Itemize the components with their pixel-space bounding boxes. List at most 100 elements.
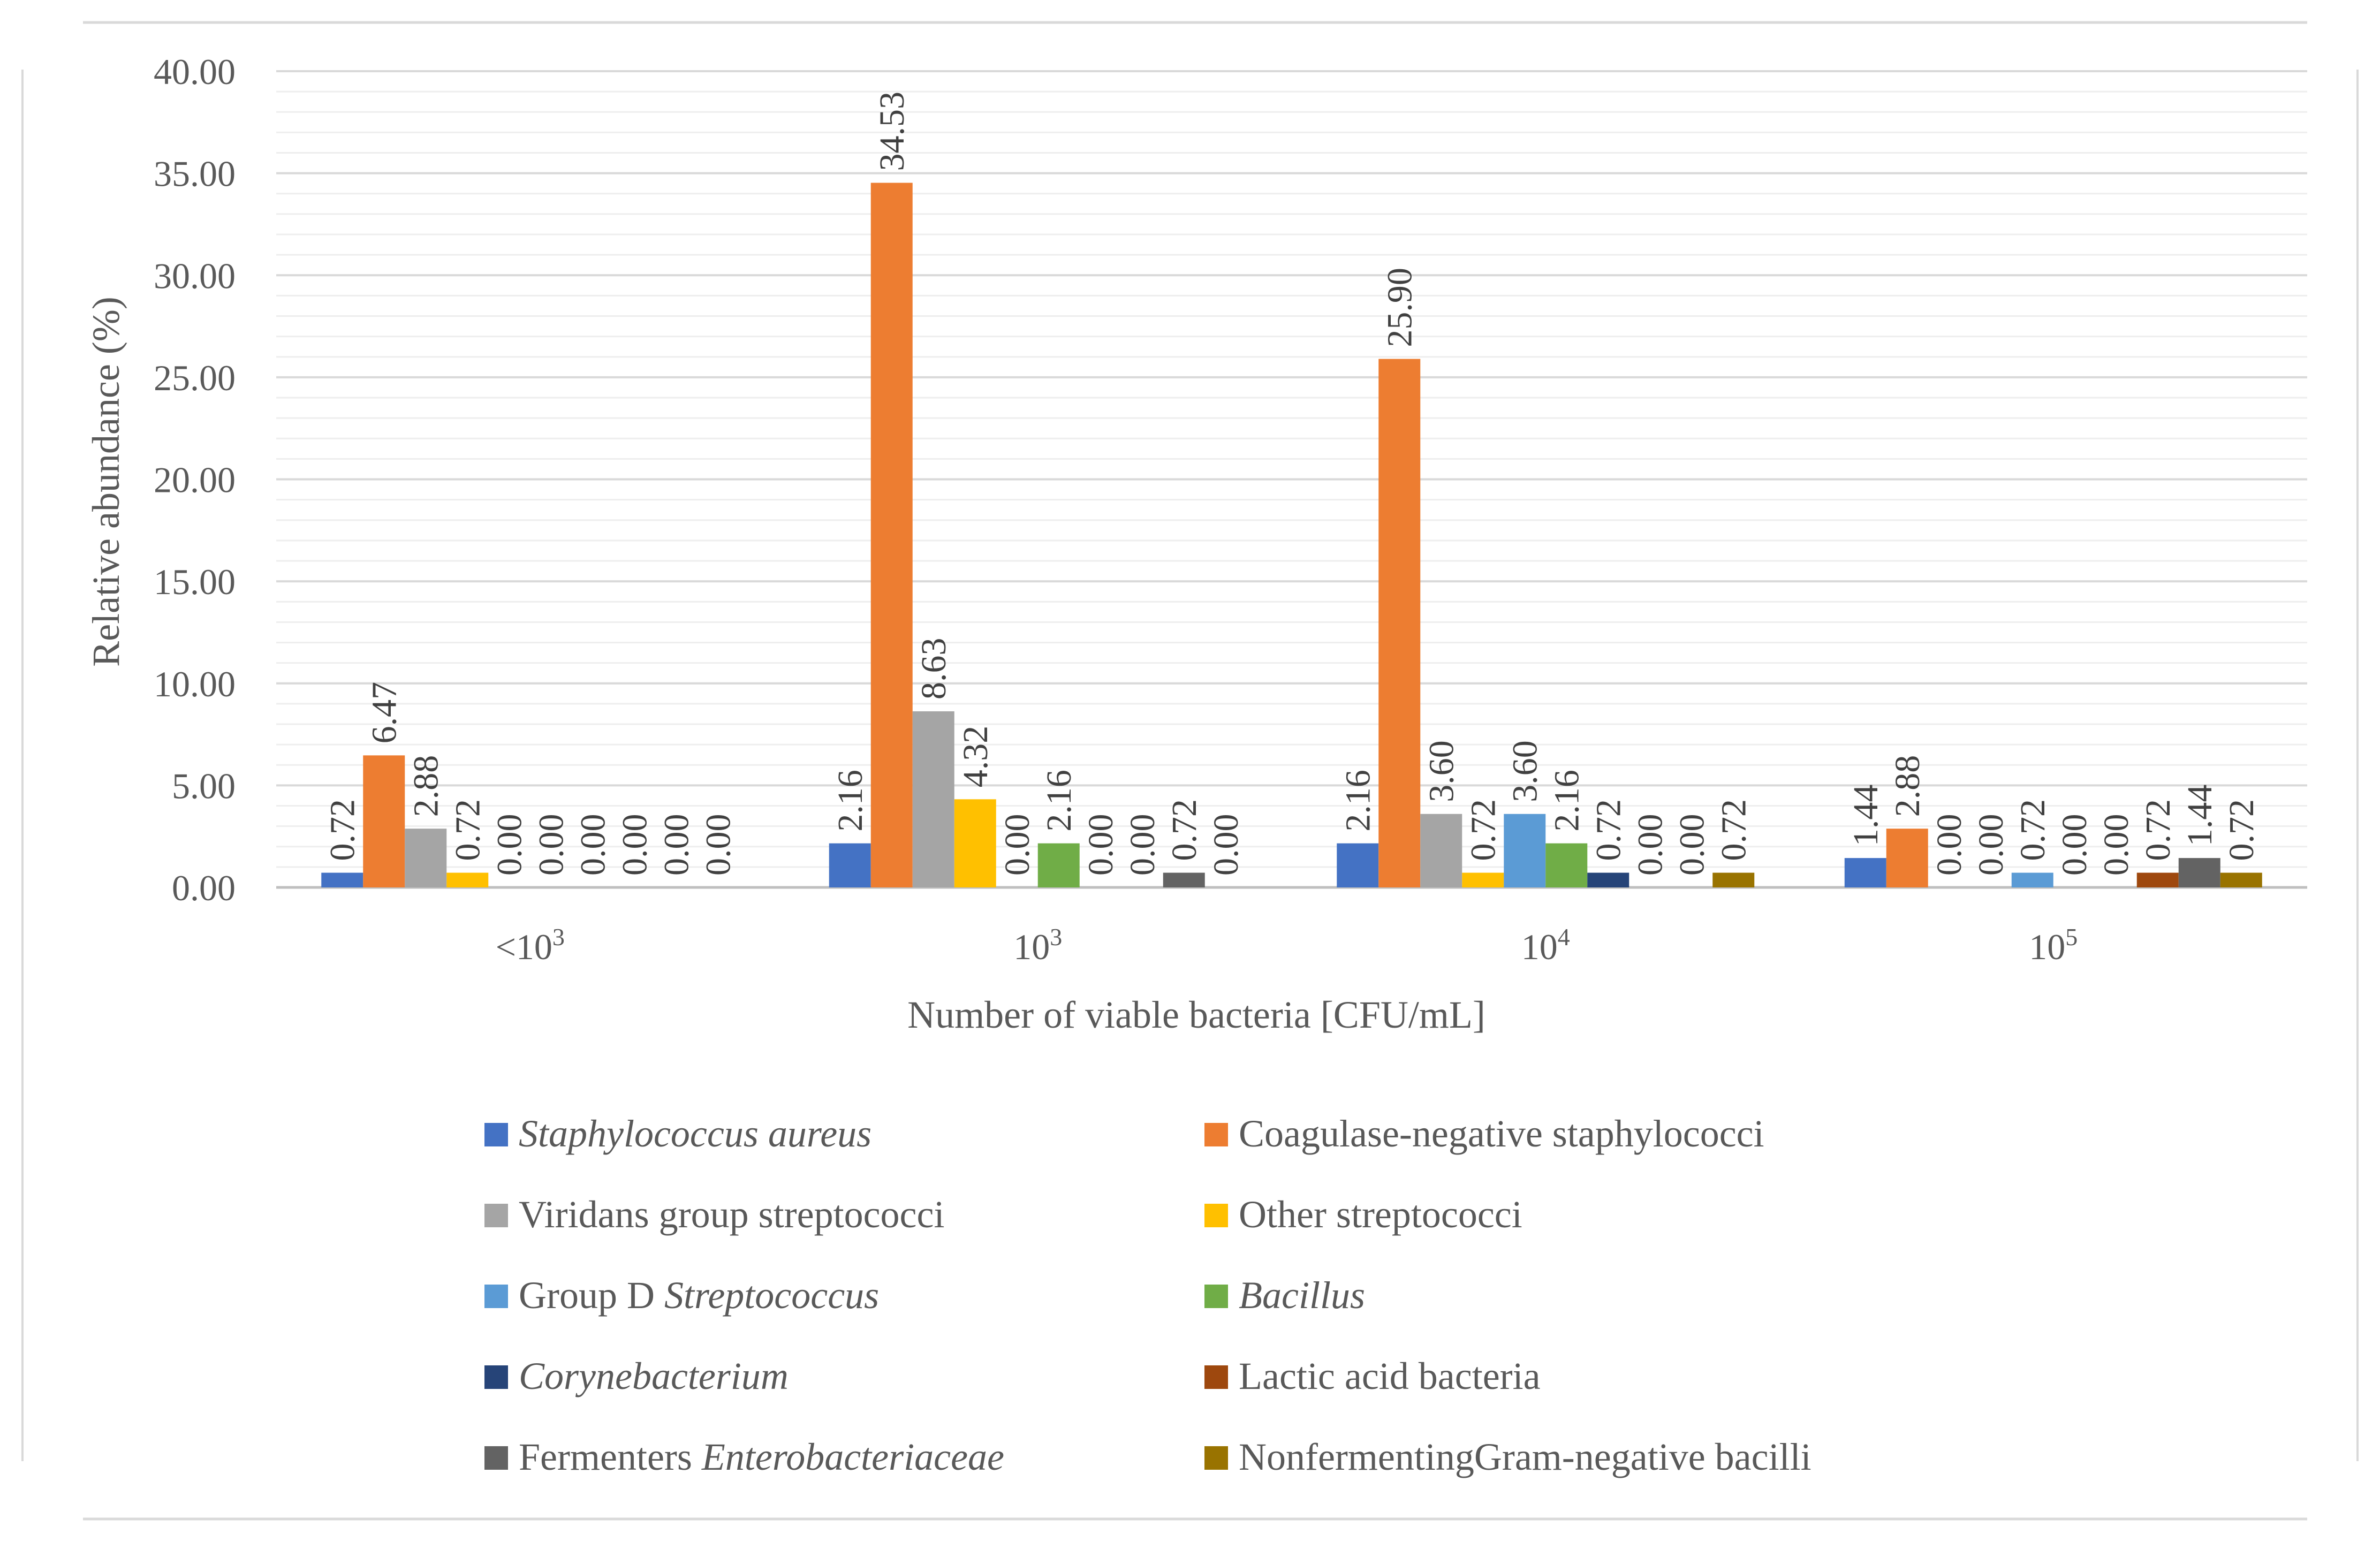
bar [1504, 814, 1546, 887]
bar [1886, 829, 1928, 887]
legend-label: Staphylococcus aureus [519, 1112, 871, 1155]
bar [829, 843, 871, 887]
bar [321, 872, 363, 887]
data-label: 0.72 [1714, 799, 1753, 861]
data-label: 0.72 [1464, 799, 1503, 861]
legend-swatch [1204, 1123, 1228, 1146]
data-label: 0.72 [448, 799, 487, 861]
legend-item: NonfermentingGram-negative bacilli [1204, 1435, 1811, 1478]
data-label: 0.72 [1165, 799, 1204, 861]
data-label: 2.16 [831, 770, 870, 832]
legend-swatch [484, 1365, 508, 1389]
data-label: 0.00 [490, 814, 529, 876]
y-tick-label: 30.00 [154, 255, 236, 296]
legend-item: Corynebacterium [484, 1355, 789, 1397]
data-label: 0.72 [2013, 799, 2052, 861]
y-tick-label: 15.00 [154, 561, 236, 602]
bar [1462, 872, 1504, 887]
x-axis-ticks: <103 103 104 105 [496, 923, 2078, 967]
bar [1163, 872, 1205, 887]
data-label: 0.00 [615, 814, 654, 876]
legend-label: Bacillus [1239, 1274, 1365, 1317]
data-label: 25.90 [1380, 268, 1419, 347]
bar [1844, 858, 1886, 887]
data-label: 2.88 [1888, 755, 1927, 817]
data-label: 0.00 [657, 814, 696, 876]
legend-item: Staphylococcus aureus [484, 1112, 871, 1155]
y-tick-label: 10.00 [154, 664, 236, 704]
legend-label: Corynebacterium [519, 1355, 789, 1397]
data-label: 0.00 [2097, 814, 2136, 876]
legend-label: Other streptococci [1239, 1193, 1522, 1236]
legend-swatch [1204, 1365, 1228, 1389]
data-label: 0.72 [323, 799, 362, 861]
legend-swatch [1204, 1446, 1228, 1470]
bar [1587, 872, 1629, 887]
bar [405, 829, 447, 887]
data-label: 2.88 [406, 755, 445, 817]
data-label: 0.00 [1123, 814, 1162, 876]
data-label: 4.32 [956, 726, 995, 788]
legend-label: Group D Streptococcus [519, 1274, 879, 1317]
x-tick-label: 103 [1013, 923, 1062, 967]
bar [2220, 872, 2262, 887]
legend-label: Viridans group streptococci [519, 1193, 944, 1236]
legend-swatch [1204, 1204, 1228, 1227]
data-label: 2.16 [1338, 770, 1377, 832]
bar [446, 872, 489, 887]
bar [954, 799, 996, 887]
data-label: 0.00 [2055, 814, 2094, 876]
y-tick-label: 25.00 [154, 358, 236, 398]
data-label: 0.00 [699, 814, 738, 876]
data-label: 0.00 [573, 814, 612, 876]
bar [1420, 814, 1462, 887]
data-label: 0.00 [1930, 814, 1969, 876]
data-label: 34.53 [873, 92, 912, 171]
legend-item: Lactic acid bacteria [1204, 1355, 1541, 1397]
bar [1378, 359, 1421, 887]
bar [912, 711, 954, 887]
data-label: 0.00 [532, 814, 571, 876]
x-tick-label: 105 [2029, 923, 2078, 967]
legend-item: Coagulase-negative staphylococci [1204, 1112, 1764, 1155]
data-label: 0.00 [1672, 814, 1711, 876]
y-tick-label: 20.00 [154, 460, 236, 500]
legend-swatch [1204, 1285, 1228, 1308]
legend-item: Group D Streptococcus [484, 1274, 879, 1317]
bar [1545, 843, 1588, 887]
legend-label: Fermenters Enterobacteriaceae [519, 1435, 1004, 1478]
data-label: 1.44 [1846, 785, 1885, 847]
legend-swatch [484, 1123, 508, 1146]
legend-label: NonfermentingGram-negative bacilli [1239, 1435, 1811, 1478]
data-label: 8.63 [914, 637, 953, 700]
data-label: 6.47 [365, 682, 404, 744]
y-axis-title: Relative abundance (%) [85, 297, 127, 667]
legend-item: Other streptococci [1204, 1193, 1522, 1236]
data-label: 3.60 [1505, 740, 1544, 802]
legend: Staphylococcus aureus Coagulase-negative … [484, 1112, 1811, 1478]
legend-swatch [484, 1285, 508, 1308]
y-axis-ticks: 0.00 5.00 10.00 15.00 20.00 25.00 30.00 35.00 40… [154, 51, 236, 908]
y-tick-label: 35.00 [154, 154, 236, 194]
legend-item: Viridans group streptococci [484, 1193, 944, 1236]
data-label: 2.16 [1547, 770, 1586, 832]
legend-label: Coagulase-negative staphylococci [1239, 1112, 1764, 1155]
x-axis-title: Number of viable bacteria [CFU/mL] [907, 993, 1485, 1036]
gridlines [276, 70, 2307, 889]
bar [2136, 872, 2179, 887]
bar [1712, 872, 1755, 887]
bar [2178, 858, 2220, 887]
data-label: 0.00 [1972, 814, 2011, 876]
bar [870, 183, 913, 888]
data-label: 0.72 [2139, 799, 2178, 861]
data-label: 2.16 [1040, 770, 1079, 832]
data-label: 0.72 [1589, 799, 1628, 861]
data-label: 0.00 [1631, 814, 1670, 876]
legend-label: Lactic acid bacteria [1239, 1355, 1541, 1397]
data-labels: 0.726.472.880.72 0.00 0.00 0.00 0.00 0.00 0.00… [323, 92, 2261, 876]
bar [1337, 843, 1379, 887]
bars [321, 183, 2262, 888]
data-label: 0.72 [2222, 799, 2261, 861]
bar [2011, 872, 2053, 887]
